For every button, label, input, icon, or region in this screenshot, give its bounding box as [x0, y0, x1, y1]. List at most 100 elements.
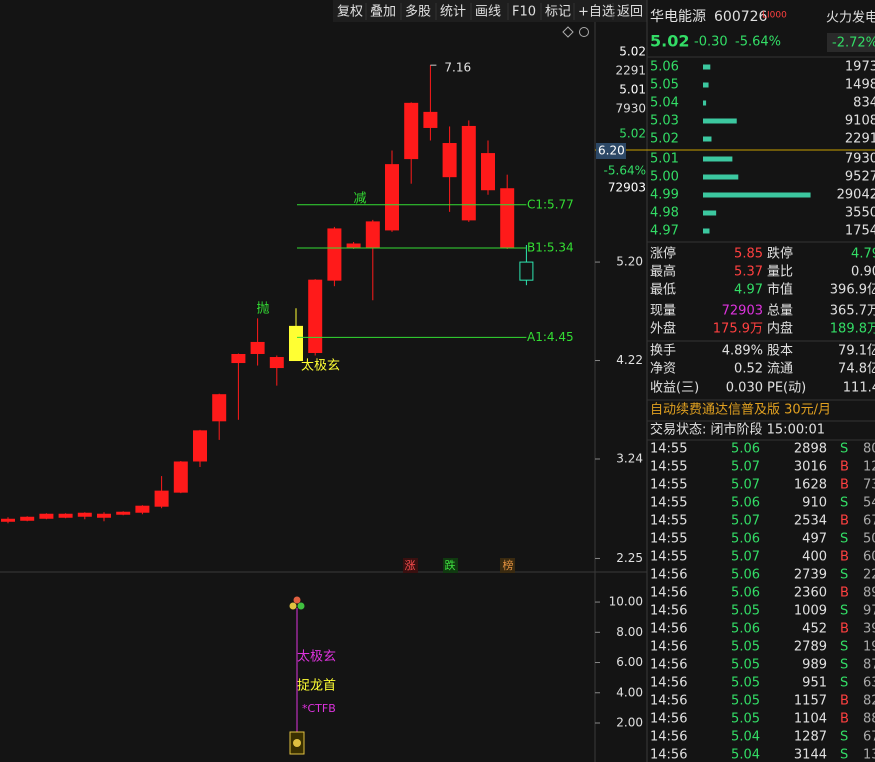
trade-side: S — [840, 676, 848, 691]
circle-icon[interactable] — [579, 27, 589, 37]
tag-box — [500, 558, 515, 573]
toolbar-button[interactable]: 画线 — [475, 5, 501, 20]
trade-side: S — [840, 640, 848, 655]
trade-volume: 1287 — [794, 730, 827, 745]
toolbar-button[interactable]: +自选 — [578, 5, 615, 20]
toolbar-button[interactable]: 标记 — [545, 5, 571, 20]
stat-value: 72903 — [722, 304, 763, 319]
trade-time: 14:55 — [650, 460, 687, 475]
trade-volume: 910 — [802, 496, 827, 511]
trade-time: 14:56 — [650, 640, 687, 655]
stat-value: 0.030 — [726, 381, 763, 396]
trade-price: 5.06 — [731, 622, 760, 637]
book-price: 4.97 — [650, 224, 679, 239]
trade-count: 80 — [863, 442, 875, 457]
icon — [289, 602, 297, 610]
quote-panel-lines — [647, 56, 875, 441]
candle-body — [289, 325, 303, 362]
trade-side: B — [840, 460, 849, 475]
trade-time: 14:56 — [650, 712, 687, 727]
trade-volume: 1628 — [794, 478, 827, 493]
trade-price: 5.05 — [731, 676, 760, 691]
trade-count: 131 — [863, 748, 875, 762]
candle-body — [1, 518, 15, 522]
candle-body — [20, 516, 35, 521]
trade-price: 5.07 — [731, 550, 760, 565]
trade-price: 5.06 — [731, 586, 760, 601]
bottom-tag[interactable]: 跌 — [445, 558, 456, 572]
price-change-pct: -5.64% — [735, 35, 781, 50]
trade-price: 5.05 — [731, 640, 760, 655]
price-change: -0.30 — [694, 35, 728, 50]
axis-info: -5.64% — [604, 164, 646, 178]
trade-side: S — [840, 730, 848, 745]
trade-time: 14:55 — [650, 532, 687, 547]
book-bar — [703, 136, 712, 142]
indicator-label: 太极玄 — [297, 650, 336, 665]
book-bar — [703, 118, 737, 124]
stat-label: 最高 — [650, 264, 676, 280]
bottom-tag[interactable]: 榜 — [503, 558, 514, 572]
stat-label: 流通 — [767, 362, 793, 377]
trade-count: 82 — [863, 694, 875, 709]
candle-body — [519, 261, 534, 281]
level-label: B1:5.34 — [527, 241, 574, 255]
y-tick-label: 3.24 — [616, 451, 643, 465]
sector-name[interactable]: 火力发电 — [826, 10, 875, 26]
signal-sell: 抛 — [256, 302, 269, 317]
candle-body — [231, 354, 246, 364]
stat-value: 111.4 — [843, 381, 875, 396]
trade-time: 14:56 — [650, 676, 687, 691]
book-bar — [703, 100, 707, 106]
trade-count: 63 — [863, 676, 875, 691]
trade-side: S — [840, 568, 848, 583]
tag-box — [403, 558, 418, 573]
trade-count: 60 — [863, 550, 875, 565]
axis-info: 2291 — [615, 64, 646, 78]
trade-side: B — [840, 586, 849, 601]
book-bar — [703, 192, 811, 198]
stat-label: 净资 — [650, 362, 676, 377]
book-volume: 3550 — [845, 206, 875, 221]
stat-value: 74.8亿 — [838, 362, 875, 377]
icon — [297, 602, 305, 610]
candle-body — [346, 243, 361, 248]
book-bar — [703, 174, 739, 180]
toolbar-button[interactable]: 复权 — [337, 4, 363, 20]
trade-time: 14:56 — [650, 730, 687, 745]
candle-body — [97, 513, 111, 518]
toolbar-button[interactable]: 返回 — [617, 5, 643, 20]
trade-price: 5.07 — [731, 478, 760, 493]
stat-label: 跌停 — [767, 246, 793, 262]
promo[interactable]: 自动续费通达信普及版 30元/月 — [650, 403, 831, 418]
candle-body — [500, 188, 515, 249]
toolbar-button[interactable]: 多股 — [405, 4, 431, 20]
trade-side: S — [840, 532, 848, 547]
trade-count: 54 — [863, 496, 875, 511]
diamond-icon[interactable] — [562, 26, 574, 38]
stat-value: 5.85 — [734, 247, 763, 262]
trade-count: 87 — [863, 658, 875, 673]
trade-time: 14:56 — [650, 622, 687, 637]
trade-price: 5.06 — [731, 496, 760, 511]
trade-count: 97 — [863, 604, 875, 619]
candle-body — [442, 143, 457, 178]
trade-count: 50 — [863, 532, 875, 547]
tag-box — [443, 558, 458, 573]
trade-price: 5.05 — [731, 712, 760, 727]
last-price: 5.02 — [650, 32, 689, 51]
trade-price: 5.05 — [731, 658, 760, 673]
trade-price: 5.06 — [731, 568, 760, 583]
trade-side: B — [840, 712, 849, 727]
toolbar-button[interactable]: 叠加 — [370, 5, 396, 20]
stock-code: 600726 — [714, 9, 768, 25]
stat-value: 4.89% — [722, 344, 763, 359]
candle-body — [39, 513, 54, 519]
bottom-tag[interactable]: 涨 — [405, 559, 416, 572]
toolbar-button[interactable]: 统计 — [440, 5, 466, 20]
toolbar-button[interactable]: F10 — [512, 5, 536, 20]
axis-info: 5.01 — [619, 83, 646, 97]
trade-count: 67 — [863, 730, 875, 745]
stat-value: 175.9万 — [713, 322, 763, 337]
